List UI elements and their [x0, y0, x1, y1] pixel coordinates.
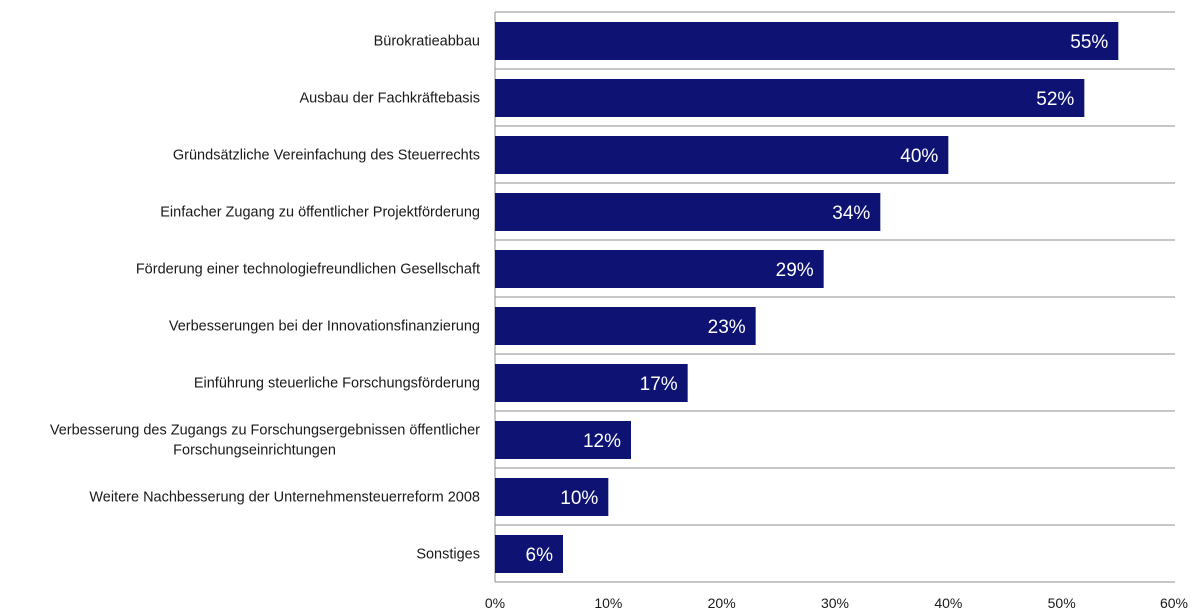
- bar: [495, 478, 609, 516]
- x-tick-label: 60%: [1160, 595, 1188, 611]
- value-label: 23%: [708, 317, 746, 338]
- bar: [495, 22, 1119, 60]
- value-label: 6%: [526, 545, 554, 566]
- value-label: 52%: [1036, 89, 1074, 110]
- x-tick-label: 0%: [485, 595, 505, 611]
- bar: [495, 250, 824, 288]
- category-label: Bürokratieabbau: [374, 34, 480, 50]
- bar: [495, 79, 1085, 117]
- bar: [495, 193, 881, 231]
- bar: [495, 307, 756, 345]
- x-tick-label: 40%: [934, 595, 962, 611]
- category-label: Weitere Nachbesserung der Unternehmenste…: [89, 490, 480, 506]
- category-label: Einführung steuerliche Forschungsförderu…: [194, 376, 480, 392]
- x-tick-label: 50%: [1048, 595, 1076, 611]
- category-labels: Bürokratieabbau Ausbau der Fachkräftebasi…: [50, 34, 480, 563]
- category-label: Einfacher Zugang zu öffentlicher Projekt…: [160, 205, 480, 221]
- x-axis-ticks: 0% 10% 20% 30% 40% 50% 60%: [485, 595, 1188, 611]
- value-label: 34%: [832, 203, 870, 224]
- value-label: 40%: [900, 146, 938, 167]
- value-label: 12%: [583, 431, 621, 452]
- bar: [495, 364, 688, 402]
- x-tick-label: 30%: [821, 595, 849, 611]
- x-tick-label: 10%: [594, 595, 622, 611]
- bar: [495, 535, 563, 573]
- value-label: 29%: [776, 260, 814, 281]
- value-label: 55%: [1070, 32, 1108, 53]
- category-label: Verbesserungen bei der Innovationsfinanz…: [169, 319, 480, 335]
- category-label: Förderung einer technologiefreundlichen …: [136, 262, 480, 278]
- category-label: Gründsätzliche Vereinfachung des Steuerr…: [173, 148, 480, 164]
- value-label: 10%: [560, 488, 598, 509]
- bar: [495, 421, 631, 459]
- category-label: Sonstiges: [416, 547, 480, 563]
- value-labels: 55% 52% 40% 34% 29% 23% 17% 12% 10% 6%: [526, 32, 1109, 566]
- category-label: Verbesserung des Zugangs zu Forschungser…: [50, 423, 480, 459]
- bars: [495, 22, 1119, 573]
- bar: [495, 136, 949, 174]
- category-label: Ausbau der Fachkräftebasis: [299, 91, 480, 107]
- x-tick-label: 20%: [708, 595, 736, 611]
- value-label: 17%: [640, 374, 678, 395]
